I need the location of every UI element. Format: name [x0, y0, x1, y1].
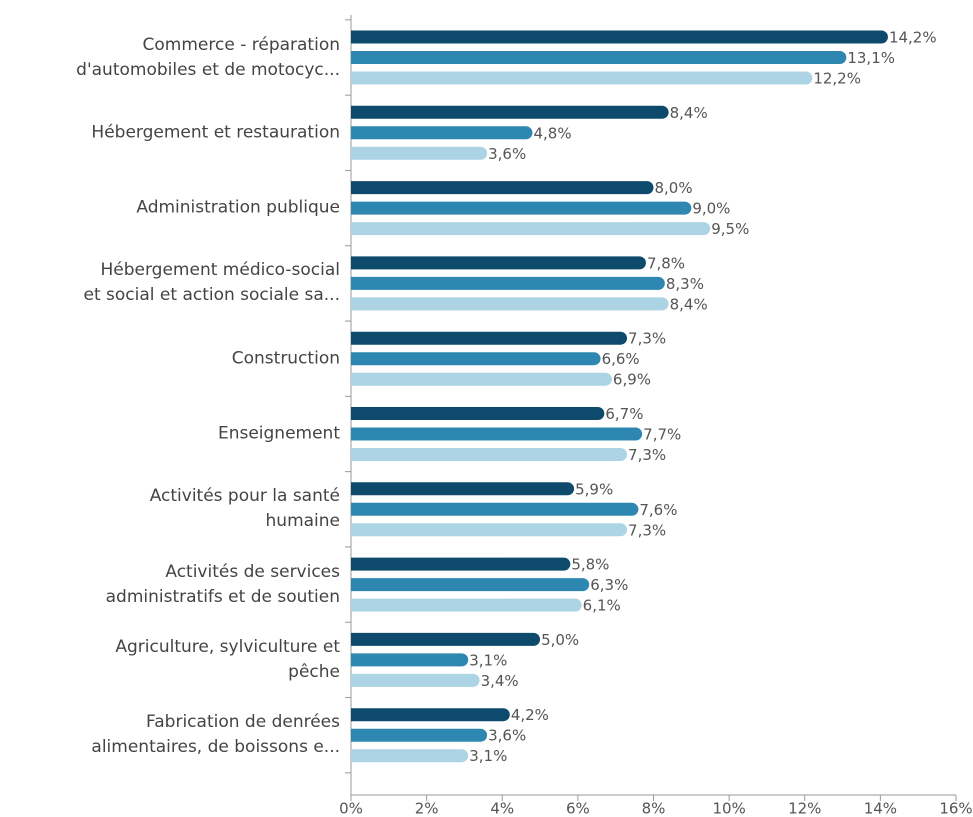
value-label: 6,3%: [590, 576, 628, 594]
bar: [351, 482, 575, 496]
x-tick-label: 2%: [415, 800, 439, 817]
bar: [351, 146, 488, 160]
value-label: 6,7%: [605, 405, 643, 423]
bar: [351, 222, 711, 236]
category-label: Construction: [231, 348, 340, 369]
bar: [351, 598, 582, 612]
value-label: 8,3%: [666, 275, 704, 293]
bar: [351, 372, 612, 386]
value-label: 5,0%: [541, 631, 579, 649]
category-label: Commerce - réparation d'automobiles et d…: [76, 34, 340, 80]
value-label: 4,8%: [534, 124, 572, 142]
bar: [351, 71, 813, 85]
bar: [351, 256, 646, 270]
category-label: Enseignement: [217, 423, 340, 444]
value-label: 7,3%: [628, 446, 666, 464]
value-label: 7,7%: [643, 426, 681, 444]
bar: [351, 331, 628, 345]
value-label: 13,1%: [847, 49, 895, 67]
bar: [351, 297, 669, 311]
value-label: 5,9%: [575, 480, 613, 498]
bar: [351, 632, 541, 646]
x-tick-label: 8%: [642, 800, 666, 817]
value-label: 5,8%: [571, 556, 609, 574]
value-label: 12,2%: [813, 70, 861, 88]
x-tick-label: 4%: [490, 800, 514, 817]
bar: [351, 523, 628, 537]
value-label: 6,9%: [613, 371, 651, 389]
category-label: Hébergement et restauration: [91, 122, 340, 143]
bar: [351, 51, 847, 64]
bar: [351, 407, 605, 420]
category-label: Activités pour la santé humaine: [149, 486, 340, 532]
bar: [351, 673, 480, 687]
bar: [351, 728, 488, 742]
x-tick-label: 6%: [566, 800, 590, 817]
bar: [351, 708, 510, 722]
x-tick-label: 14%: [864, 800, 897, 817]
category-label: Administration publique: [136, 197, 340, 218]
category-label: Agriculture, sylviculture et pêche: [115, 636, 340, 682]
value-label: 3,4%: [481, 672, 519, 690]
value-label: 7,3%: [628, 330, 666, 348]
category-label: Hébergement médico-social et social et a…: [83, 260, 340, 306]
value-label: 8,0%: [655, 179, 693, 197]
value-label: 7,8%: [647, 254, 685, 272]
value-label: 14,2%: [889, 29, 937, 47]
bar: [351, 427, 643, 441]
value-label: 6,6%: [602, 350, 640, 368]
bar: [351, 448, 628, 461]
bar: [351, 352, 601, 366]
category-label: Activités de services administratifs et …: [105, 561, 340, 607]
bar: [351, 276, 665, 290]
value-label: 6,1%: [583, 597, 621, 615]
value-label: 8,4%: [670, 104, 708, 122]
value-label: 7,3%: [628, 521, 666, 539]
bar: [351, 126, 533, 140]
x-tick-label: 16%: [939, 800, 972, 817]
value-label: 3,6%: [488, 145, 526, 163]
value-label: 3,1%: [469, 747, 507, 765]
value-label: 8,4%: [670, 295, 708, 313]
bar: [351, 653, 469, 667]
value-label: 9,5%: [711, 220, 749, 238]
value-label: 4,2%: [511, 706, 549, 724]
bar: [351, 749, 469, 763]
bar: [351, 181, 654, 195]
bar: [351, 201, 692, 215]
bar: [351, 30, 888, 44]
x-tick-label: 0%: [339, 800, 363, 817]
category-label: Fabrication de denrées alimentaires, de …: [91, 712, 340, 758]
x-tick-label: 10%: [712, 800, 745, 817]
bar: [351, 557, 571, 571]
value-label: 3,6%: [488, 727, 526, 745]
value-label: 3,1%: [469, 651, 507, 669]
value-label: 9,0%: [692, 200, 730, 218]
x-tick-label: 12%: [788, 800, 821, 817]
bar: [351, 578, 590, 592]
value-label: 7,6%: [639, 501, 677, 519]
bar: [351, 502, 639, 516]
bar: [351, 105, 669, 119]
